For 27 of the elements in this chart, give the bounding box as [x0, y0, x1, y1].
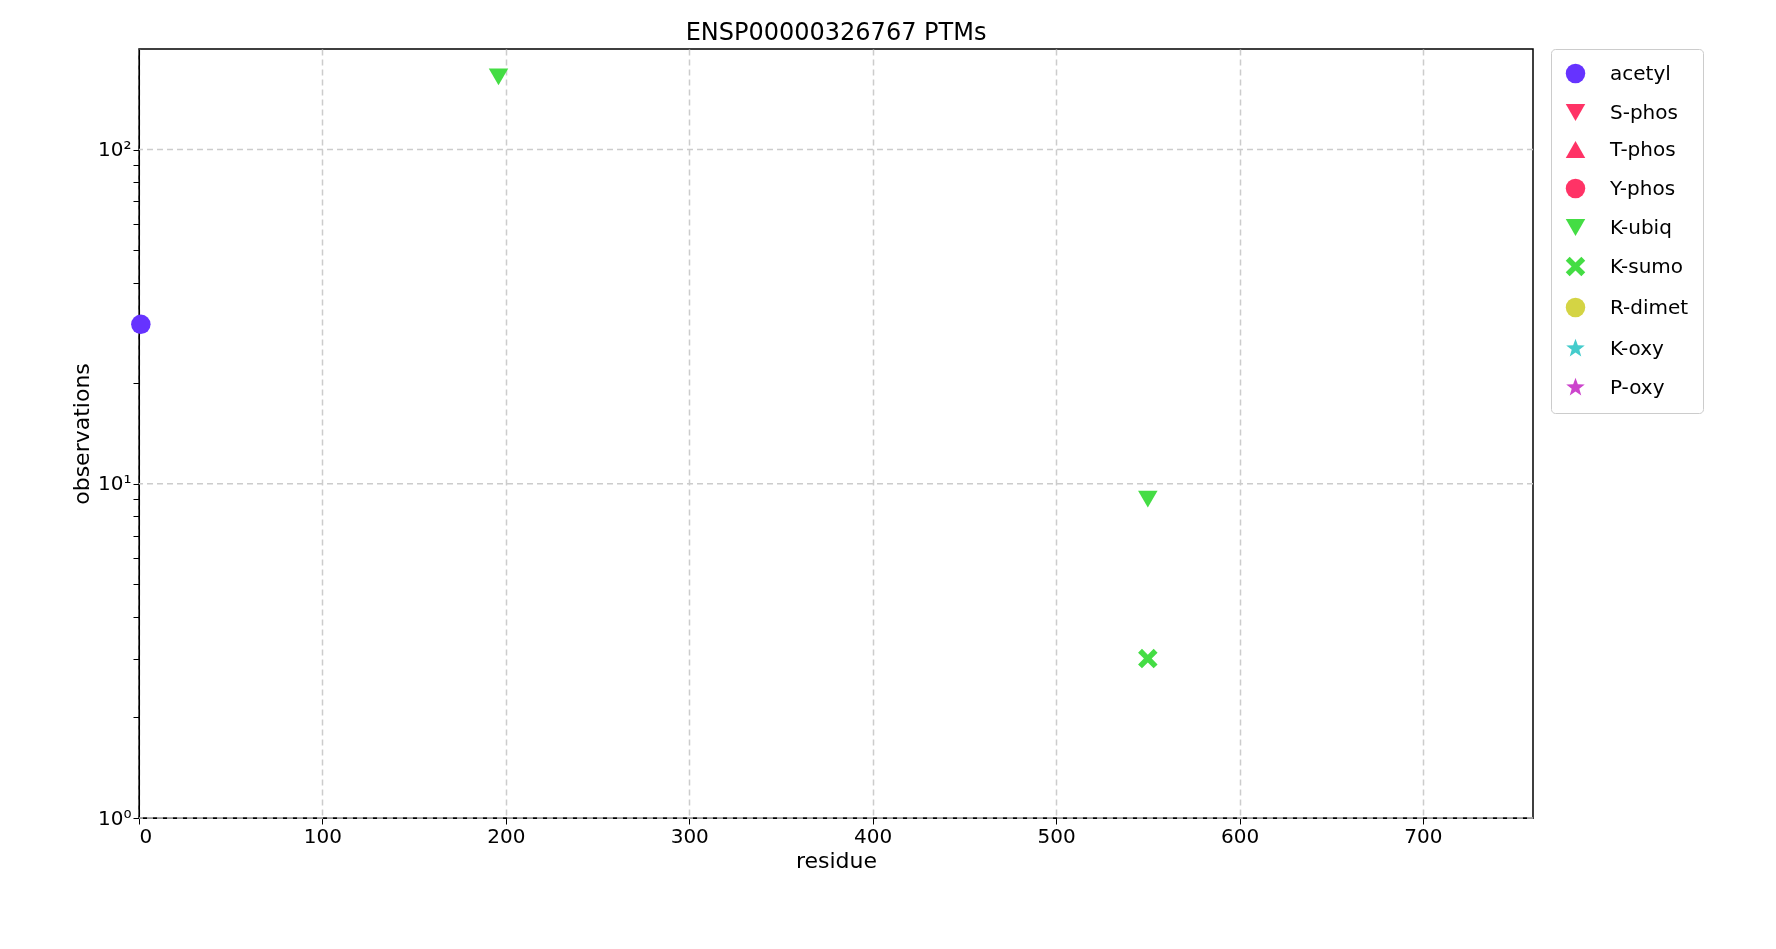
x-axis-title: residue [795, 847, 878, 873]
point [131, 314, 151, 335]
point [1138, 490, 1158, 508]
x-tick-label: 600 [1220, 823, 1260, 848]
y-tick-label: 10⁰ [98, 805, 132, 830]
x-tick-label: 300 [670, 823, 709, 848]
chart-title: ENSP00000326767 PTMs [685, 17, 987, 46]
x-tick-label: 100 [303, 823, 343, 848]
legend-label: K-ubiq [1610, 214, 1672, 239]
x-tick-label: 400 [854, 823, 893, 848]
legend-label: K-sumo [1610, 253, 1684, 278]
y-tick-label: 10¹ [98, 471, 132, 496]
legend-label: P-oxy [1610, 374, 1665, 399]
legend-label: R-dimet [1610, 294, 1689, 319]
x-tick-label: 200 [487, 823, 526, 848]
x-tick-label: 700 [1404, 823, 1443, 848]
x-tick-label: 0 [139, 823, 153, 848]
legend-label: acetyl [1610, 60, 1671, 85]
legend-label: Y-phos [1609, 175, 1676, 200]
legend-label: S-phos [1610, 99, 1678, 124]
y-axis-title: observations [69, 363, 95, 505]
legend-label: K-oxy [1610, 335, 1665, 360]
point [1138, 648, 1158, 669]
point [488, 68, 509, 86]
y-tick-label: 10² [98, 137, 132, 162]
x-tick-label: 500 [1037, 823, 1076, 848]
legend-label: T-phos [1609, 136, 1676, 161]
